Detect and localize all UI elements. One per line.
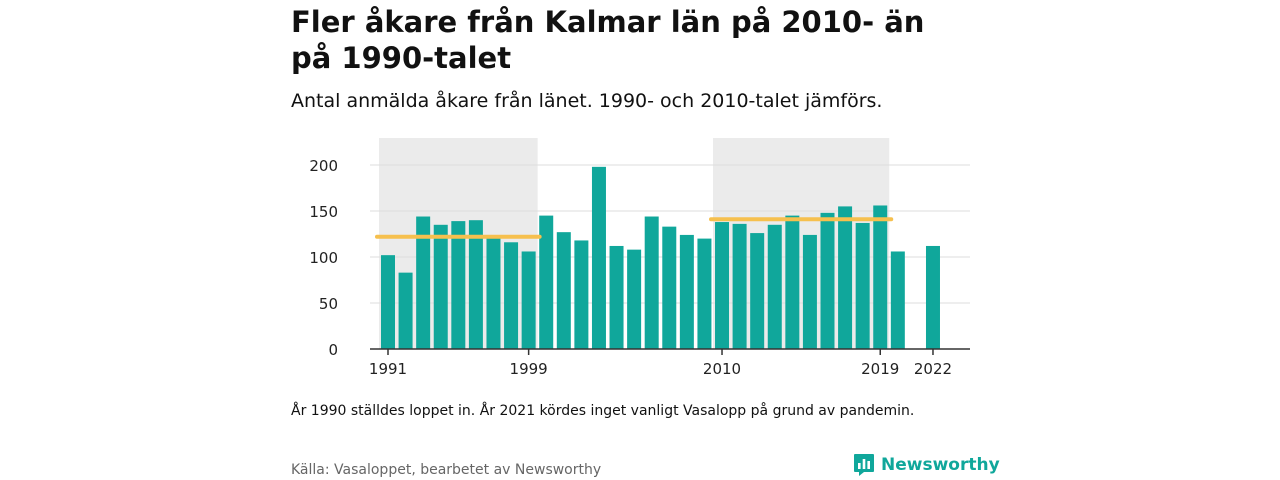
bar-2011 xyxy=(732,223,747,349)
bar-2016 xyxy=(820,212,835,349)
newsworthy-logo-icon xyxy=(854,454,874,476)
y-tick-label-50: 50 xyxy=(319,295,338,313)
x-tick-label-2022: 2022 xyxy=(914,360,952,378)
chart-note: År 1990 ställdes loppet in. År 2021 körd… xyxy=(291,403,915,419)
bar-2019 xyxy=(873,205,888,349)
y-tick-label-0: 0 xyxy=(328,341,338,359)
bar-2012 xyxy=(750,233,765,349)
bar-2018 xyxy=(855,222,870,349)
bar-2006 xyxy=(644,216,659,349)
x-tick-label-1991: 1991 xyxy=(369,360,407,378)
bar-2017 xyxy=(838,206,853,349)
bar-1995 xyxy=(451,221,466,349)
brand-name: Newsworthy xyxy=(881,455,1000,475)
bar-2000 xyxy=(539,215,554,349)
bar-1998 xyxy=(504,242,519,349)
bar-1992 xyxy=(398,272,413,349)
y-tick-label-100: 100 xyxy=(309,249,338,267)
bar-2003 xyxy=(591,166,606,349)
bar-2007 xyxy=(662,226,677,349)
bar-2005 xyxy=(627,249,642,349)
chart-subtitle: Antal anmälda åkare från länet. 1990- oc… xyxy=(291,90,883,112)
bar-2001 xyxy=(556,232,571,349)
bar-1996 xyxy=(468,220,483,349)
bar-2022 xyxy=(925,245,940,349)
bar-2013 xyxy=(767,224,782,349)
bar-2010 xyxy=(715,222,730,349)
x-tick-label-2019: 2019 xyxy=(861,360,899,378)
x-tick-labels: 1991 1999 2010 2019 2022 xyxy=(369,349,952,378)
bar-2008 xyxy=(679,234,694,349)
x-tick-label-1999: 1999 xyxy=(510,360,548,378)
y-tick-labels: 0 50 100 150 200 xyxy=(309,157,338,359)
bar-2014 xyxy=(785,215,800,349)
bar-1997 xyxy=(486,237,501,349)
bar-2002 xyxy=(574,240,589,349)
x-tick-label-2010: 2010 xyxy=(703,360,741,378)
bar-chart: 0 50 100 150 200 1991 1999 2010 2019 2022 xyxy=(309,138,970,378)
bar-1994 xyxy=(433,224,448,349)
y-tick-label-200: 200 xyxy=(309,157,338,175)
bar-1999 xyxy=(521,251,536,349)
bar-2004 xyxy=(609,245,624,349)
bar-1991 xyxy=(381,255,395,349)
y-tick-label-150: 150 xyxy=(309,203,338,221)
bar-2009 xyxy=(697,238,712,349)
newsworthy-logo[interactable]: Newsworthy xyxy=(853,452,1000,478)
average-lines xyxy=(375,217,894,239)
bar-2015 xyxy=(802,234,817,349)
source-text: Källa: Vasaloppet, bearbetet av Newswort… xyxy=(291,462,602,478)
bar-1993 xyxy=(416,216,431,349)
bar-2020 xyxy=(890,251,905,349)
chart-title: Fler åkare från Kalmar län på 2010- än p… xyxy=(291,5,925,75)
bars xyxy=(381,166,940,349)
